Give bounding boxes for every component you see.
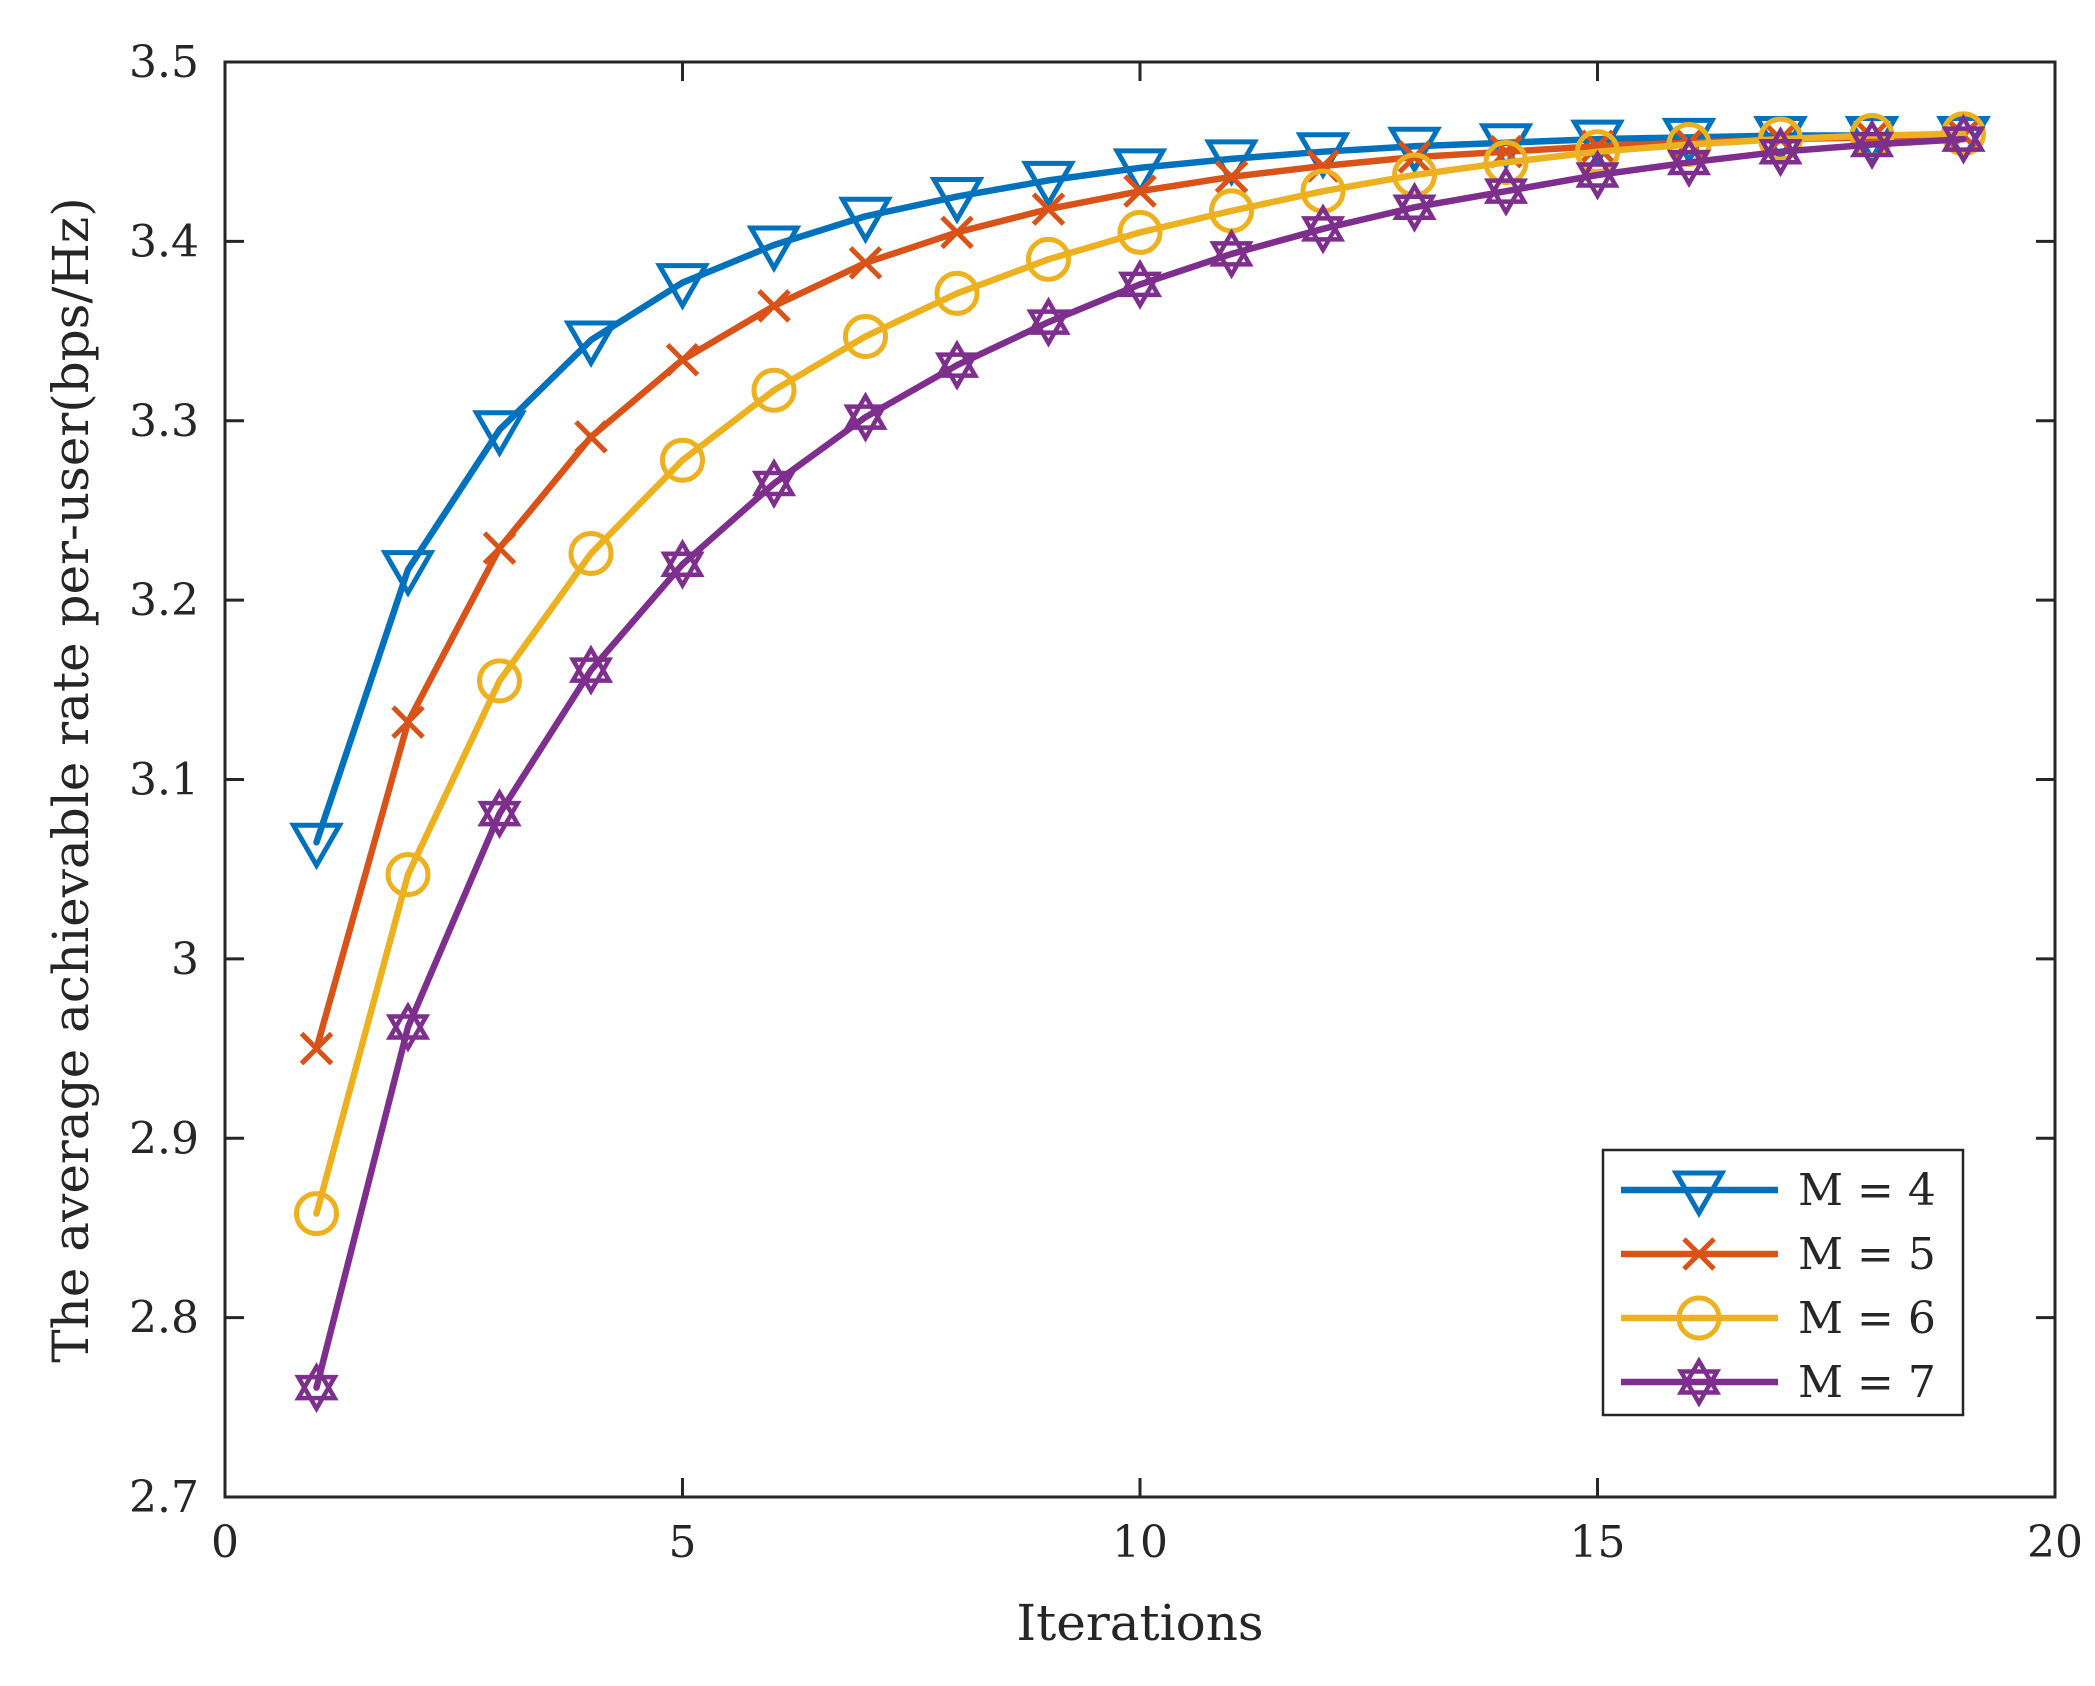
legend-entry-2: M = 5 (1621, 1229, 1936, 1280)
data-point-1-5 (655, 263, 710, 311)
data-point-3-7 (843, 313, 888, 359)
data-point-4-18 (1849, 119, 1895, 171)
data-point-3-15 (1575, 129, 1620, 175)
data-point-2-5 (665, 342, 700, 377)
data-point-3-1 (294, 1191, 339, 1237)
legend-label-1: M = 4 (1798, 1165, 1936, 1216)
data-point-3-6 (751, 367, 797, 413)
data-point-1-7 (838, 196, 893, 245)
y-axis-label: The average achievable rate per-user(bps… (42, 197, 100, 1363)
data-point-1-1 (289, 822, 344, 871)
data-point-3-10 (1117, 209, 1163, 255)
data-point-3-8 (934, 270, 980, 316)
data-point-3-9 (1026, 236, 1071, 282)
data-point-1-13 (1387, 126, 1442, 175)
data-point-1-15 (1570, 119, 1625, 168)
data-point-3-5 (660, 437, 705, 483)
y-tick-label: 3.2 (129, 575, 199, 626)
data-point-1-10 (1112, 148, 1168, 196)
data-point-2-2 (391, 705, 425, 739)
y-tick-label: 3.4 (129, 216, 199, 267)
y-tick-label: 3.3 (129, 396, 199, 447)
data-point-2-7 (848, 246, 883, 280)
legend-entry-4: M = 7 (1621, 1356, 1936, 1408)
data-point-1-3 (472, 410, 527, 458)
y-tick-label: 3.5 (129, 37, 199, 88)
y-tick-label: 3.1 (129, 755, 199, 806)
x-axis-label: Iterations (1016, 1594, 1263, 1652)
legend-box (1601, 1148, 1965, 1417)
data-point-2-3 (482, 531, 517, 565)
legend-entry-3: M = 6 (1621, 1293, 1936, 1344)
x-tick-label: 5 (669, 1517, 697, 1568)
data-point-4-13 (1392, 181, 1437, 233)
data-point-4-16 (1666, 136, 1712, 188)
legend: M = 4 M = 5 M = 6 M = 7 (1601, 1148, 1965, 1417)
data-point-3-3 (477, 658, 522, 704)
data-point-4-9 (1026, 296, 1071, 348)
data-point-2-11 (1214, 160, 1249, 194)
data-point-1-8 (929, 177, 985, 225)
data-point-2-4 (574, 420, 608, 454)
y-tick-label: 2.7 (129, 1472, 199, 1523)
legend-entry-1: M = 4 (1621, 1165, 1936, 1219)
x-tick-label: 10 (1112, 1517, 1168, 1568)
y-tick-label: 3 (171, 934, 199, 985)
data-point-1-6 (746, 225, 802, 273)
data-point-4-19 (1941, 113, 1986, 165)
data-point-4-12 (1300, 203, 1346, 255)
legend-marker-3 (1676, 1295, 1722, 1341)
series-line-4 (313, 135, 1967, 1391)
data-point-4-1 (294, 1362, 339, 1414)
data-point-4-5 (660, 538, 705, 590)
data-point-4-7 (843, 391, 888, 443)
data-point-2-9 (1031, 192, 1066, 226)
data-point-4-11 (1209, 228, 1254, 280)
x-tick-label: 15 (1570, 1517, 1626, 1568)
data-point-3-2 (385, 852, 431, 898)
x-tick-label: 20 (2027, 1517, 2083, 1568)
y-tick-label: 2.8 (129, 1293, 199, 1344)
data-point-1-4 (563, 320, 619, 369)
data-point-4-4 (568, 644, 614, 696)
data-point-4-3 (477, 788, 522, 840)
data-point-4-2 (385, 1001, 431, 1053)
data-point-4-17 (1758, 126, 1803, 178)
legend-marker-4 (1676, 1356, 1722, 1408)
data-point-2-6 (757, 289, 791, 323)
legend-marker-2 (1682, 1237, 1716, 1271)
data-point-2-1 (299, 1031, 334, 1066)
data-point-1-2 (380, 550, 436, 598)
data-point-4-15 (1575, 149, 1620, 201)
ticks-layer: 0 5 10 15 20 2.7 2.8 2.9 3 3.1 3.2 3.3 3.4 3.5 (129, 37, 2083, 1568)
data-point-4-10 (1117, 258, 1163, 310)
legend-label-3: M = 6 (1798, 1293, 1936, 1344)
series-4 (294, 113, 1986, 1414)
data-point-2-10 (1123, 174, 1157, 208)
series-layer (289, 111, 1991, 1414)
data-point-1-9 (1021, 160, 1076, 209)
x-tick-label: 0 (211, 1517, 239, 1568)
legend-marker-1 (1671, 1170, 1727, 1219)
legend-label-2: M = 5 (1798, 1229, 1936, 1280)
data-point-4-8 (934, 339, 980, 391)
data-point-4-6 (751, 458, 797, 510)
data-point-4-14 (1483, 165, 1529, 217)
data-point-3-4 (568, 530, 614, 576)
data-point-2-8 (940, 215, 974, 250)
y-tick-label: 2.9 (129, 1113, 199, 1164)
legend-label-4: M = 7 (1798, 1357, 1936, 1408)
